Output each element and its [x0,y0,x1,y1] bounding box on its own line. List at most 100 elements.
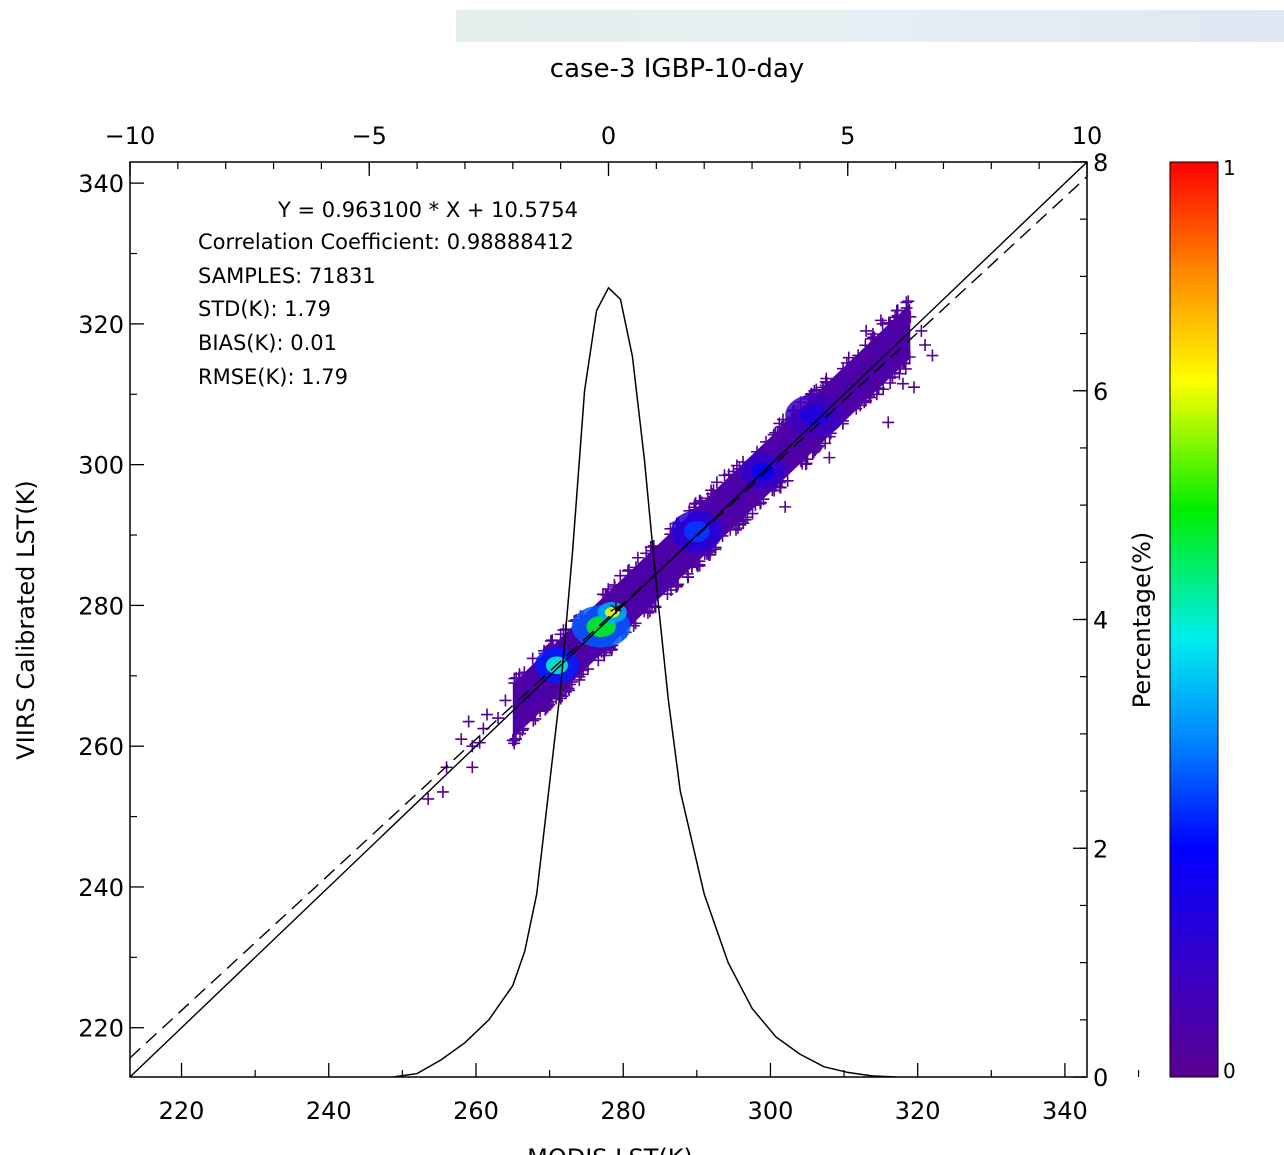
scatter-point [820,372,833,385]
scatter-point [693,559,706,572]
scatter-point [819,437,832,450]
top-tick-label: −5 [352,122,387,150]
scatter-point [854,399,867,412]
scatter-point [823,451,836,464]
top-band [456,10,1284,42]
x-tick-label: 300 [748,1097,794,1125]
axes: 220 240 260 280 300 320 3402202402602803003203… [78,122,1140,1125]
right-tick-label: 0 [1093,1064,1108,1092]
scatter-point [810,383,823,396]
scatter-point [731,522,744,535]
scatter-point [529,712,542,725]
scatter-point [729,523,742,536]
colorbar-min-label: 0 [1223,1059,1236,1083]
scatter-point [889,321,902,334]
plot-area: * [130,162,1087,1077]
scatter-point [727,514,740,527]
top-tick-label: −10 [105,122,156,150]
scatter-point [710,476,723,489]
x-tick-label: 260 [453,1097,499,1125]
scatter-point [840,356,853,369]
scatter-point [904,310,917,323]
scatter-point [629,561,642,574]
density-cluster-core [799,404,830,426]
scatter-point [707,484,720,497]
scatter-point [629,617,642,630]
scatter-point [517,722,530,735]
scatter-point [874,314,887,327]
scatter-point [767,428,780,441]
scatter-point [774,481,787,494]
scatter-point [509,732,522,745]
scatter-point [863,389,876,402]
bias-text: BIAS(K): 0.01 [198,331,337,355]
top-tick-label: 10 [1072,122,1103,150]
scatter-point [499,694,512,707]
x-tick-label: 320 [895,1097,941,1125]
scatter-point [870,388,883,401]
rmse-text: RMSE(K): 1.79 [198,365,348,389]
scatter-point [890,304,903,317]
scatter-point [775,420,788,433]
scatter-point [581,663,594,676]
scatter-point [926,349,939,362]
x-tick-label: 340 [1042,1097,1088,1125]
scatter-point [543,690,556,703]
one-to-one-line [130,162,1087,1077]
scatter-point [492,712,505,725]
scatter-point [422,792,435,805]
scatter-point [514,705,527,717]
scatter-point [546,634,559,647]
scatter-point [527,714,540,727]
scatter-point [730,459,743,472]
scatter-point [512,672,525,685]
scatter-point [908,381,921,394]
scatter-point [903,350,916,363]
scatter-point [695,496,708,509]
scatter-point [534,705,547,718]
scatter-point [436,785,449,798]
scatter-point [899,362,912,375]
scatter-point [842,351,855,364]
scatter-point [622,564,635,577]
colorbar [1169,161,1219,1078]
x-tick-label: 240 [306,1097,352,1125]
scatter-point [608,580,621,593]
histogram-curve [393,286,896,1077]
scatter-point [557,624,570,637]
scatter-point [671,579,684,592]
right-tick-label: 2 [1093,835,1108,863]
scatter-point [573,670,586,683]
scatter-point [562,682,575,695]
scatter-point [749,499,762,512]
samples-text: SAMPLES: 71831 [198,264,376,288]
scatter-point [466,761,479,774]
scatter-point [640,547,653,560]
y-tick-label: 220 [78,1015,124,1043]
fit-equation: Y = 0.963100 * X + 10.5754 [277,198,578,222]
scatter-point [900,301,913,314]
right-tick-label: 6 [1093,378,1108,406]
scatter-point [631,551,644,564]
scatter-point [693,494,706,507]
scatter-point [779,500,792,513]
y-tick-label: 300 [78,452,124,480]
y-tick-label: 320 [78,311,124,339]
y-tick-label: 280 [78,592,124,620]
scatter-point [877,383,890,396]
scatter-point [760,435,773,448]
scatter-point [852,349,865,362]
std-text: STD(K): 1.79 [198,297,331,321]
x-axis-label: MODIS LST(K) [527,1144,693,1155]
scatter-point [575,668,588,681]
scatter-point [665,584,678,597]
scatter-point [597,646,610,659]
scatter-point [888,366,901,379]
scatter-point [622,564,635,577]
top-tick-label: 0 [601,122,616,150]
scatter-point [681,571,694,584]
scatter-point [902,295,915,308]
scatter-point [891,309,904,322]
scatter-point [614,569,627,582]
